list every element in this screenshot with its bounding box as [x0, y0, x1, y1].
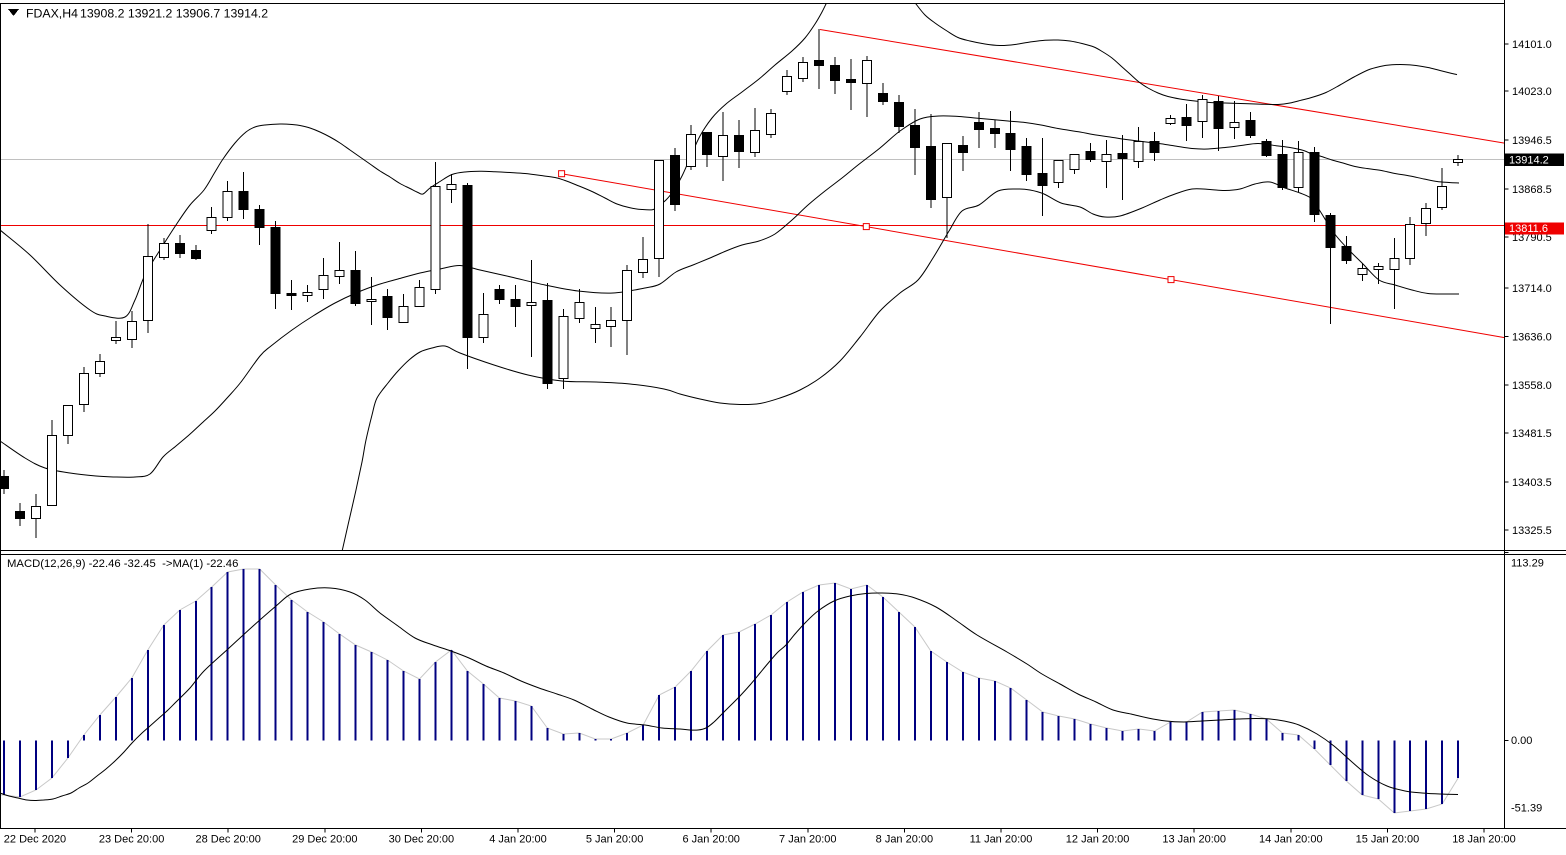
svg-text:5 Jan 20:00: 5 Jan 20:00: [586, 834, 644, 846]
svg-text:13325.5: 13325.5: [1512, 525, 1552, 537]
svg-text:MACD(12,26,9) -22.46 -32.45 -: MACD(12,26,9) -22.46 -32.45 ->MA(1) -22.…: [7, 558, 238, 570]
svg-text:113.29: 113.29: [1511, 558, 1544, 570]
svg-text:13558.0: 13558.0: [1512, 380, 1552, 392]
svg-text:13714.0: 13714.0: [1512, 283, 1552, 295]
svg-text:13790.5: 13790.5: [1512, 232, 1552, 244]
svg-text:6 Jan 20:00: 6 Jan 20:00: [682, 834, 740, 846]
svg-text:13914.2: 13914.2: [1509, 155, 1549, 167]
svg-text:15 Jan 20:00: 15 Jan 20:00: [1356, 834, 1420, 846]
svg-text:12 Jan 20:00: 12 Jan 20:00: [1066, 834, 1130, 846]
svg-text:14023.0: 14023.0: [1512, 86, 1552, 98]
svg-text:28 Dec 20:00: 28 Dec 20:00: [195, 834, 260, 846]
svg-text:13868.5: 13868.5: [1512, 184, 1552, 196]
svg-text:0.00: 0.00: [1511, 735, 1532, 747]
svg-text:13 Jan 20:00: 13 Jan 20:00: [1162, 834, 1226, 846]
svg-text:18 Jan 20:00: 18 Jan 20:00: [1452, 834, 1516, 846]
svg-text:13946.5: 13946.5: [1512, 135, 1552, 147]
svg-text:4 Jan 20:00: 4 Jan 20:00: [489, 834, 547, 846]
svg-text:13811.6: 13811.6: [1509, 223, 1548, 235]
svg-text:7 Jan 20:00: 7 Jan 20:00: [779, 834, 837, 846]
svg-text:29 Dec 20:00: 29 Dec 20:00: [292, 834, 357, 846]
svg-text:13636.0: 13636.0: [1512, 332, 1552, 344]
svg-text:23 Dec 20:00: 23 Dec 20:00: [99, 834, 164, 846]
svg-text:8 Jan 20:00: 8 Jan 20:00: [876, 834, 934, 846]
svg-text:13908.2 13921.2 13906.7 13914.: 13908.2 13921.2 13906.7 13914.2: [80, 7, 268, 21]
svg-text:30 Dec 20:00: 30 Dec 20:00: [389, 834, 454, 846]
svg-text:-51.39: -51.39: [1511, 803, 1542, 815]
svg-text:14 Jan 20:00: 14 Jan 20:00: [1259, 834, 1323, 846]
svg-text:11 Jan 20:00: 11 Jan 20:00: [970, 834, 1033, 846]
svg-text:14101.0: 14101.0: [1512, 39, 1552, 51]
svg-text:FDAX,H4: FDAX,H4: [26, 7, 78, 21]
svg-text:13481.5: 13481.5: [1512, 428, 1552, 440]
svg-text:13403.5: 13403.5: [1512, 477, 1552, 489]
svg-text:22 Dec 2020: 22 Dec 2020: [4, 834, 66, 846]
